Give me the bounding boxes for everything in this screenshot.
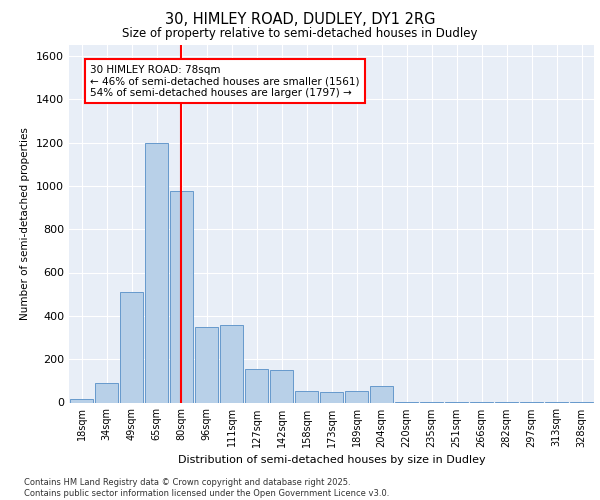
Text: 30 HIMLEY ROAD: 78sqm
← 46% of semi-detached houses are smaller (1561)
54% of se: 30 HIMLEY ROAD: 78sqm ← 46% of semi-deta… — [90, 64, 360, 98]
Bar — [344, 390, 368, 402]
Bar — [370, 386, 394, 402]
Bar — [269, 370, 293, 402]
Bar — [194, 326, 218, 402]
Y-axis label: Number of semi-detached properties: Number of semi-detached properties — [20, 128, 31, 320]
Bar — [170, 192, 193, 402]
Bar — [95, 383, 118, 402]
Bar — [320, 392, 343, 402]
X-axis label: Distribution of semi-detached houses by size in Dudley: Distribution of semi-detached houses by … — [178, 455, 485, 465]
Text: Size of property relative to semi-detached houses in Dudley: Size of property relative to semi-detach… — [122, 28, 478, 40]
Bar — [245, 369, 268, 402]
Bar — [119, 292, 143, 403]
Bar — [145, 142, 169, 402]
Text: Contains HM Land Registry data © Crown copyright and database right 2025.
Contai: Contains HM Land Registry data © Crown c… — [24, 478, 389, 498]
Text: 30, HIMLEY ROAD, DUDLEY, DY1 2RG: 30, HIMLEY ROAD, DUDLEY, DY1 2RG — [165, 12, 435, 28]
Bar — [70, 398, 94, 402]
Bar — [295, 390, 319, 402]
Bar — [220, 324, 244, 402]
